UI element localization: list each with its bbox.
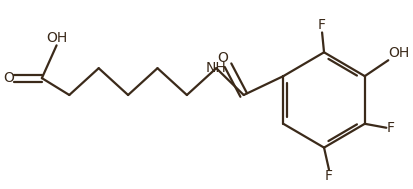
Text: OH: OH (387, 46, 408, 60)
Text: F: F (324, 170, 332, 184)
Text: O: O (217, 51, 228, 65)
Text: O: O (4, 71, 14, 85)
Text: F: F (385, 121, 393, 135)
Text: F: F (317, 19, 325, 33)
Text: NH: NH (205, 61, 226, 75)
Text: OH: OH (46, 31, 67, 45)
